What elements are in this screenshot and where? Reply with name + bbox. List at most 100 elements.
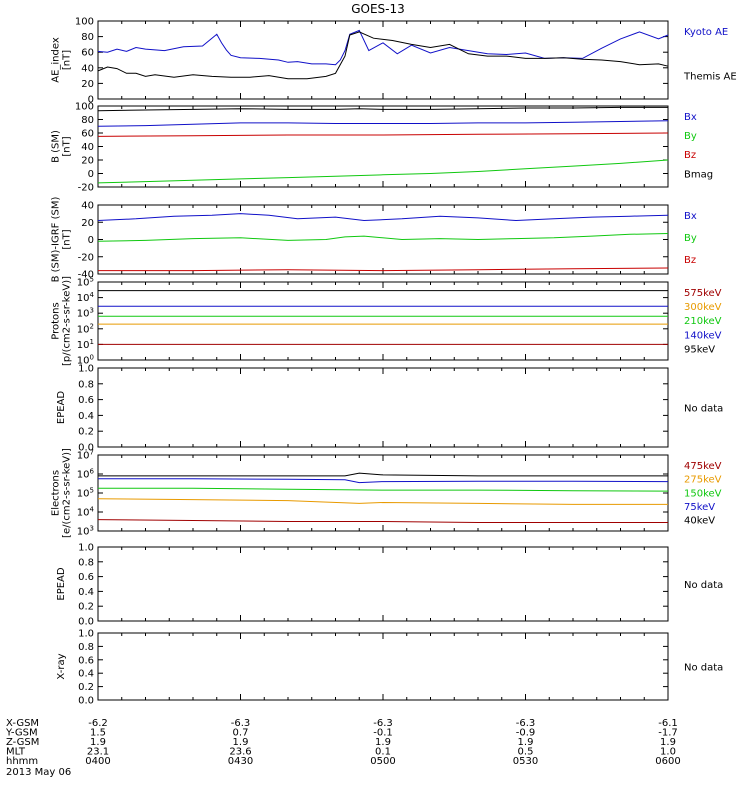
legend-bx: Bx: [684, 112, 697, 123]
axis-row-label: MLT: [6, 747, 26, 758]
legend-75kev: 75keV: [684, 502, 715, 513]
date-label: 2013 May 06: [6, 767, 71, 778]
y-axis-label: [e/(cm2-s-sr-keV)]: [62, 448, 73, 538]
series-475kev: [97, 519, 668, 523]
axis-row-value: -6.3: [231, 718, 251, 729]
y-axis-label: [p/(cm2-s-sr-keV)]: [62, 276, 73, 366]
y-axis-label: AE_index: [51, 37, 62, 83]
y-axis-label: Protons: [51, 302, 62, 339]
legend-140kev: 140keV: [684, 330, 722, 341]
y-tick-label: 107: [77, 449, 94, 462]
y-tick-label: 0.0: [78, 696, 94, 707]
axis-row-value: 0430: [228, 756, 253, 767]
axis-row-value: 1.0: [660, 747, 676, 758]
series-bz: [97, 132, 669, 137]
y-tick-label: 80: [81, 32, 94, 43]
y-tick-label: 0.4: [78, 587, 94, 598]
axis-row-value: 1.9: [233, 737, 249, 748]
legend-bz: Bz: [684, 255, 696, 266]
series-150kev: [98, 487, 669, 492]
panel-bsm: -20 0 20 40 60 80 100 B (SM) [nT] Bx By Bz Bmag: [51, 102, 714, 194]
legend-kyoto-ae: Kyoto AE: [684, 27, 728, 38]
axis-row-value: -6.2: [88, 718, 108, 729]
axis-row-value: 1.9: [660, 737, 676, 748]
series-themis-ae: [97, 31, 669, 80]
legend-no-data: No data: [684, 580, 723, 591]
legend-bx: Bx: [684, 211, 697, 222]
y-tick-label: 20: [81, 79, 94, 90]
panel-electrons: 103 104 105 106 107 Electrons [e/(cm2-s-sr-keV…: [51, 448, 722, 538]
y-tick-label: 100: [75, 102, 94, 113]
y-tick-label: 0.8: [78, 379, 94, 390]
y-axis-label: [nT]: [62, 136, 73, 156]
panel-frame: [97, 281, 669, 361]
panel-frame: [97, 546, 669, 622]
legend-210kev: 210keV: [684, 316, 722, 327]
y-tick-label: 0: [88, 169, 94, 180]
y-tick-label: 0: [88, 235, 94, 246]
legend-275kev: 275keV: [684, 475, 722, 486]
legend-bmag: Bmag: [684, 169, 713, 180]
axis-row-value: 0.1: [375, 747, 391, 758]
panel-bigrf: -40 -20 0 20 40 B (SM)-IGRF (SM) [nT] Bx By Bz: [51, 197, 697, 283]
axis-row-value: 0.5: [518, 747, 534, 758]
y-tick-label: 105: [77, 487, 94, 500]
series-bz: [98, 267, 669, 272]
series-by: [97, 159, 669, 184]
y-tick-label: 40: [81, 63, 94, 74]
y-tick-label: 0.4: [78, 411, 94, 422]
y-tick-label: 0.0: [78, 617, 94, 628]
y-tick-label: 80: [81, 115, 94, 126]
y-axis-label: X-ray: [56, 653, 67, 679]
axis-row-value: -0.9: [516, 728, 536, 739]
y-axis-label: B (SM): [51, 130, 62, 163]
legend-40kev: 40keV: [684, 516, 715, 527]
y-tick-label: 20: [81, 218, 94, 229]
y-tick-label: 40: [81, 201, 94, 212]
y-tick-label: -20: [78, 183, 94, 194]
y-tick-label: 100: [75, 17, 94, 28]
axis-row-value: 0500: [370, 756, 395, 767]
axis-row-label: Y-GSM: [5, 728, 38, 739]
y-axis-label: [nT]: [62, 50, 73, 70]
series-275kev: [97, 498, 668, 505]
y-tick-label: 1.0: [78, 364, 94, 375]
y-tick-label: 0.8: [78, 642, 94, 653]
y-tick-label: 0.8: [78, 557, 94, 568]
series-by: [97, 233, 669, 242]
axis-row-value: -0.1: [373, 728, 393, 739]
axis-row-label: Z-GSM: [6, 737, 39, 748]
y-tick-label: 60: [81, 48, 94, 59]
y-tick-label: 0.2: [78, 427, 94, 438]
series-bmag: [97, 106, 668, 112]
axis-row-value: 0400: [85, 756, 110, 767]
y-tick-label: 0.6: [78, 572, 94, 583]
y-tick-label: 106: [77, 468, 95, 481]
y-tick-label: -40: [78, 270, 94, 281]
y-tick-label: 0.4: [78, 669, 94, 680]
axis-row-value: 0600: [655, 756, 680, 767]
y-tick-label: 0.0: [78, 443, 94, 454]
legend-no-data: No data: [684, 404, 723, 415]
axis-row-value: 1.9: [375, 737, 391, 748]
y-tick-label: 104: [77, 506, 95, 519]
y-tick-label: 103: [77, 525, 94, 538]
y-tick-label: 0.6: [78, 655, 94, 666]
panel-xray: 0.0 0.2 0.4 0.6 0.8 1.0 X-ray No data: [56, 629, 723, 707]
y-axis-label: EPEAD: [56, 391, 67, 425]
legend-150kev: 150keV: [684, 488, 722, 499]
axis-row-value: -6.3: [516, 718, 536, 729]
time-axis: X-GSM -6.2 -6.3 -6.3 -6.3 -6.1 Y-GSM 1.5 0.7 -0.1…: [5, 718, 681, 767]
axis-row-value: 1.5: [90, 728, 106, 739]
axis-row-value: 23.6: [229, 747, 251, 758]
panel-frame: [97, 454, 669, 532]
panel-epead2: 0.0 0.2 0.4 0.6 0.8 1.0 EPEAD No data: [56, 543, 723, 628]
y-tick-label: 0.2: [78, 602, 94, 613]
y-tick-label: 60: [81, 129, 94, 140]
axis-row-value: 1.9: [518, 737, 534, 748]
y-tick-label: 40: [81, 142, 94, 153]
y-tick-label: 1.0: [78, 629, 94, 640]
legend-by: By: [684, 233, 697, 244]
legend-themis-ae: Themis AE: [683, 71, 737, 82]
